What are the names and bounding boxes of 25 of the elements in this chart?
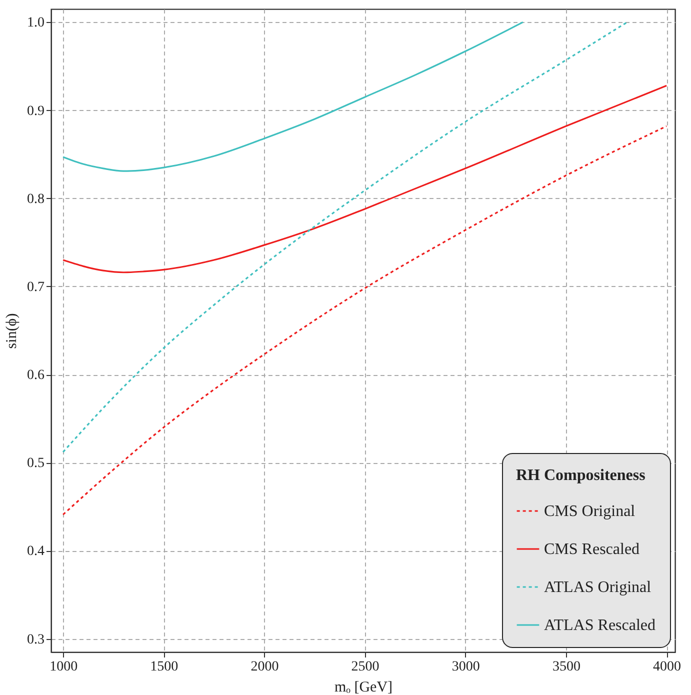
line-series (62, 21, 524, 172)
x-tick-label: 4000 (653, 660, 682, 674)
y-tick-label: 0.3 (27, 632, 44, 648)
x-tick-label: 3500 (552, 660, 580, 674)
line-series (62, 21, 628, 453)
legend-label: CMS Original (544, 503, 636, 520)
legend-label: ATLAS Original (544, 579, 652, 596)
y-tick-label: 0.6 (27, 368, 44, 384)
y-tick-label: 1.0 (27, 16, 44, 31)
x-tick-label: 1500 (150, 660, 178, 674)
y-tick-label: 0.5 (27, 456, 44, 472)
x-tick-label: 2000 (250, 660, 279, 674)
y-axis-title: sin(ϕ) (4, 313, 20, 349)
y-tick-label: 0.7 (27, 280, 44, 295)
x-tick-label: 3000 (452, 660, 480, 674)
line-series (62, 84, 668, 274)
legend-title: RH Compositeness (516, 467, 646, 484)
x-tick-label: 1000 (50, 660, 78, 674)
x-tick-label: 2500 (351, 660, 380, 674)
y-tick-label: 0.9 (27, 104, 44, 119)
y-tick-label: 0.8 (27, 192, 44, 207)
legend-label: CMS Rescaled (544, 541, 640, 558)
y-tick-label: 0.4 (27, 544, 44, 560)
x-axis-title: mₒ [GeV] (334, 680, 393, 695)
legend-label: ATLAS Rescaled (544, 617, 656, 634)
